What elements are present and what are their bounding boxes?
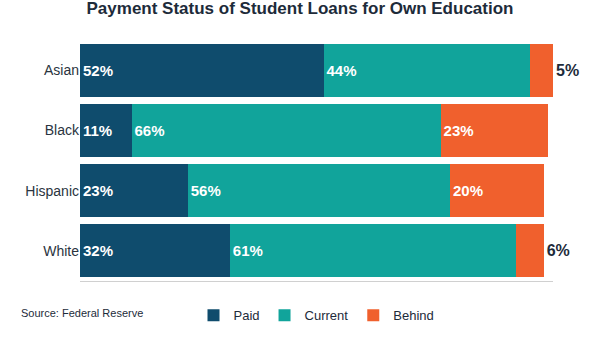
svg-text:White: White <box>43 243 79 259</box>
svg-text:11%: 11% <box>83 122 112 139</box>
svg-text:56%: 56% <box>191 182 221 199</box>
svg-text:44%: 44% <box>327 62 357 79</box>
svg-text:Asian: Asian <box>44 62 79 78</box>
svg-text:Behind: Behind <box>393 308 433 323</box>
svg-text:Hispanic: Hispanic <box>25 183 79 199</box>
svg-text:52%: 52% <box>83 62 113 79</box>
svg-text:20%: 20% <box>453 182 483 199</box>
svg-text:Payment Status of Student Loan: Payment Status of Student Loans for Own … <box>87 0 514 18</box>
svg-text:Current: Current <box>305 308 349 323</box>
svg-text:32%: 32% <box>83 242 113 259</box>
svg-text:5%: 5% <box>556 62 579 79</box>
svg-text:23%: 23% <box>83 182 113 199</box>
svg-text:6%: 6% <box>547 242 570 259</box>
svg-text:Source: Federal Reserve: Source: Federal Reserve <box>21 307 143 319</box>
svg-text:66%: 66% <box>135 122 165 139</box>
svg-text:Black: Black <box>45 122 80 138</box>
svg-text:23%: 23% <box>444 122 474 139</box>
svg-text:61%: 61% <box>233 242 263 259</box>
svg-text:Paid: Paid <box>234 308 260 323</box>
